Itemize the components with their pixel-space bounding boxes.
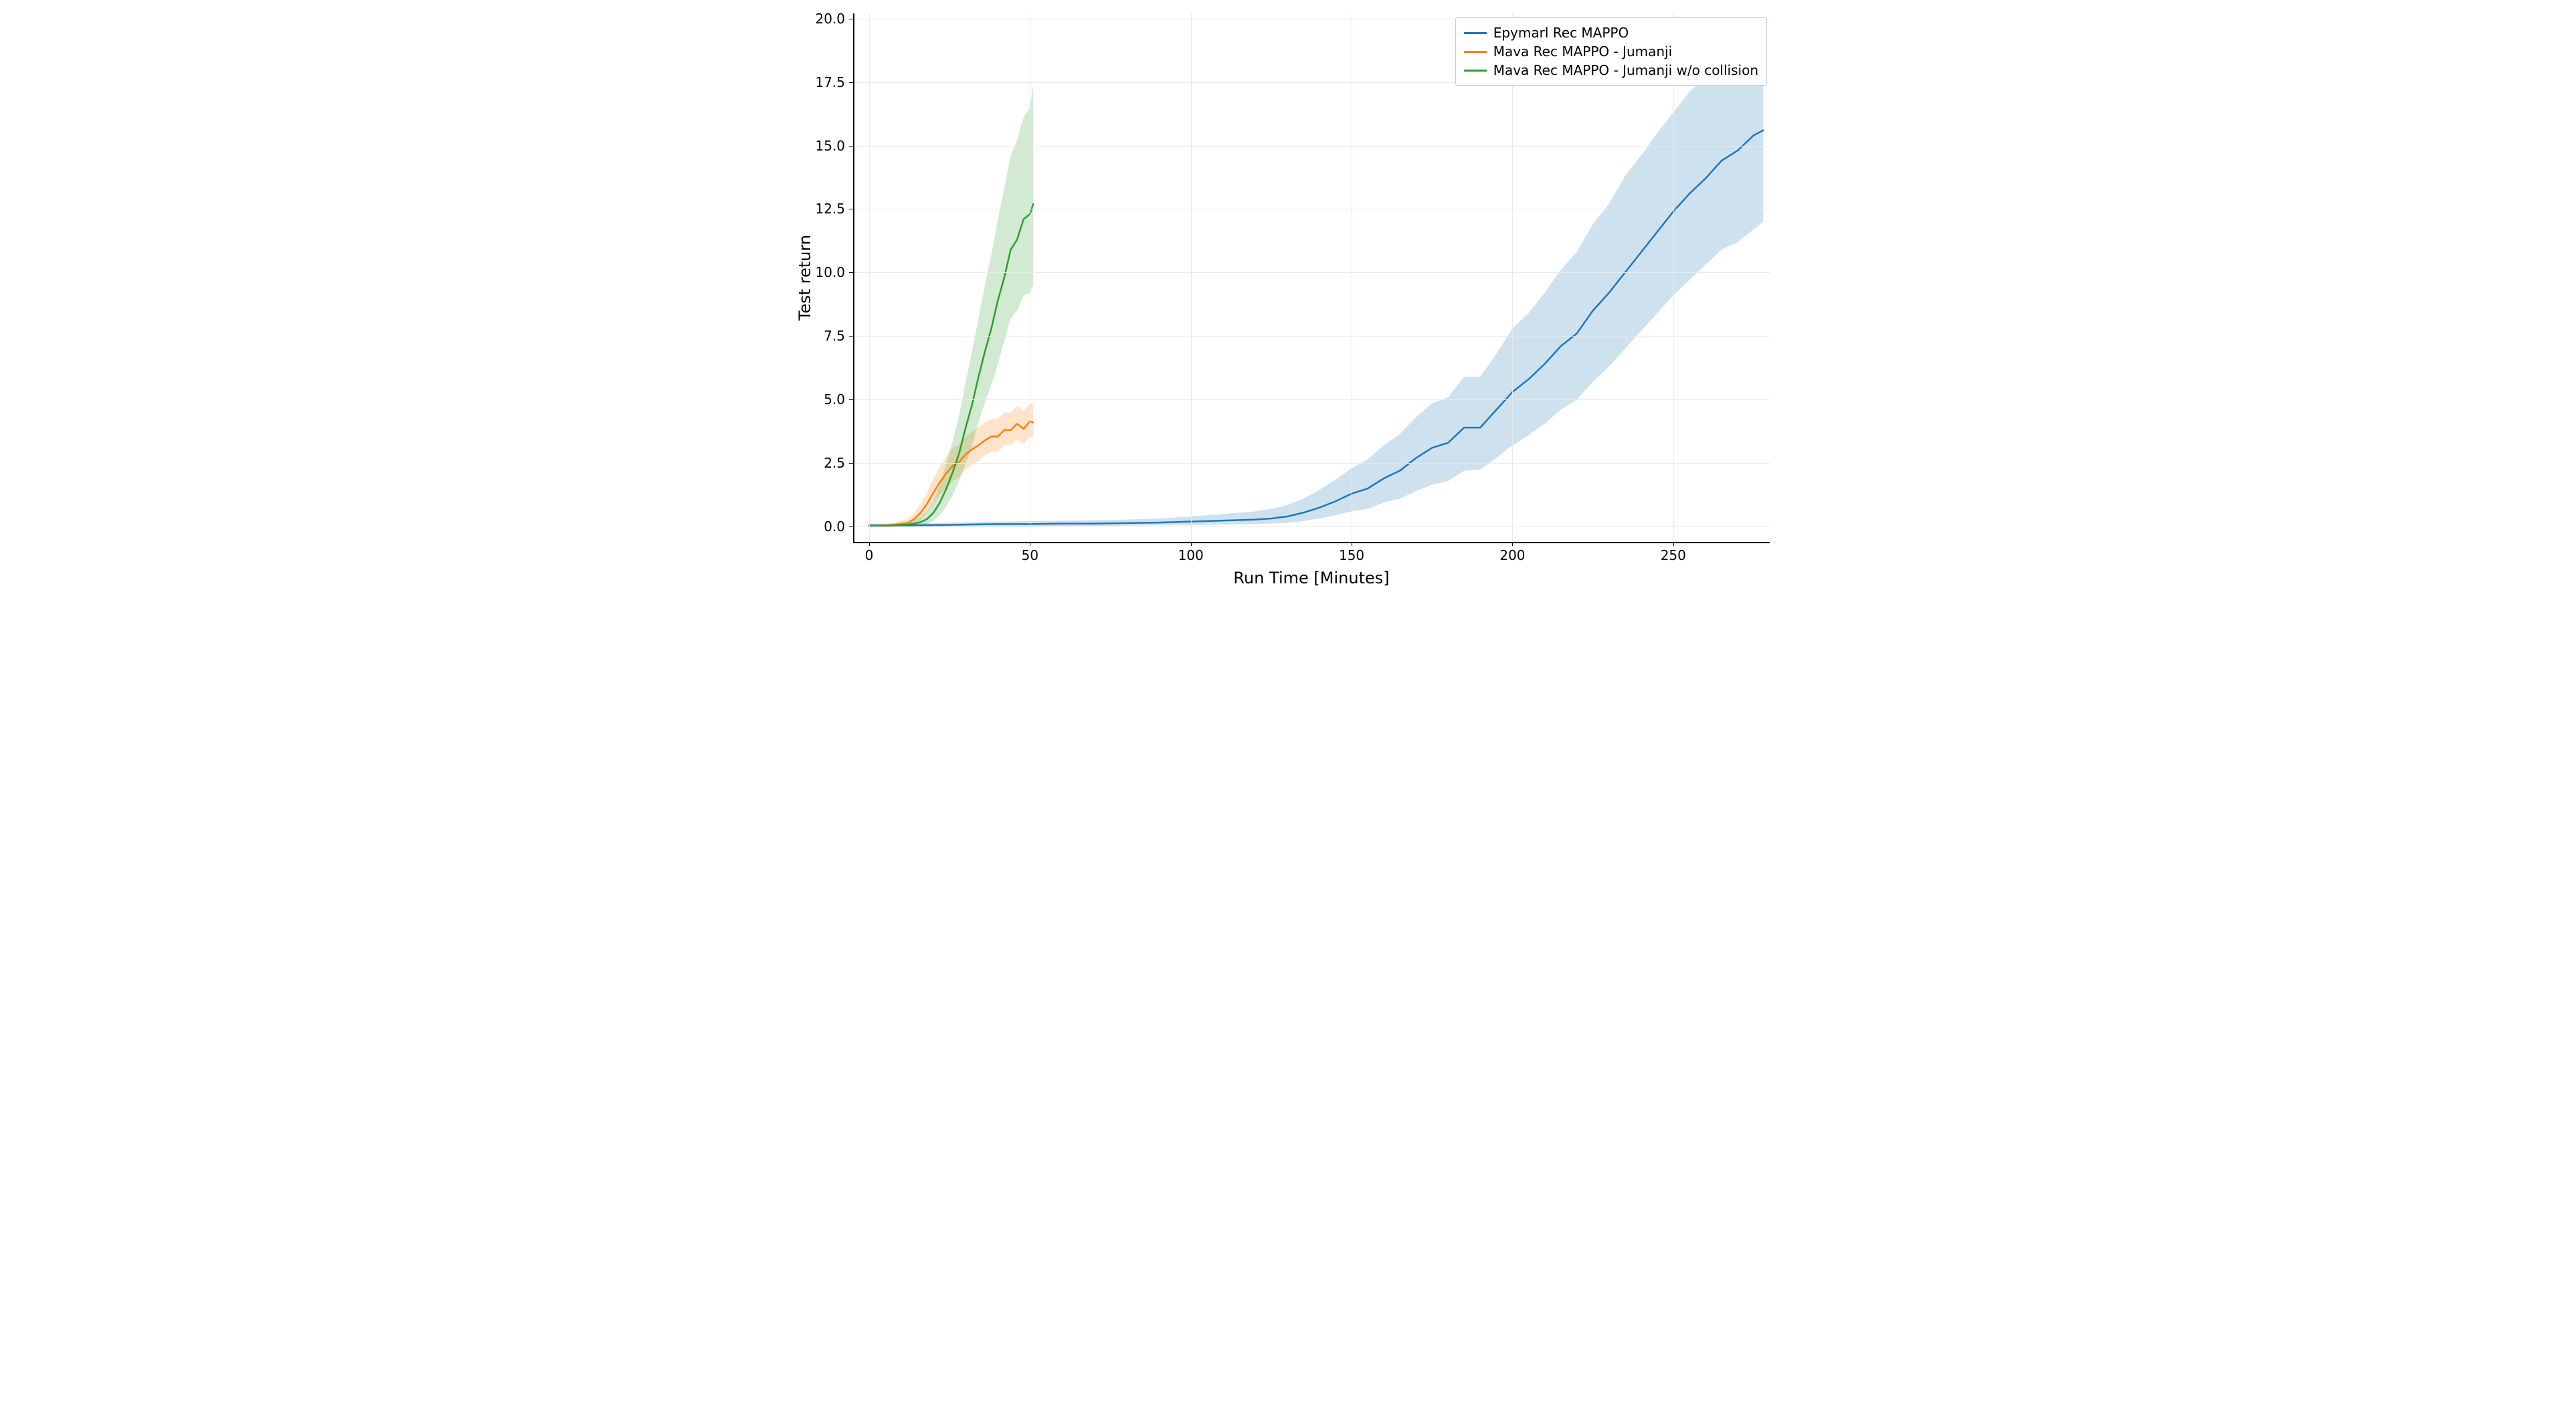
y-axis-label: Test return <box>796 235 814 320</box>
x-tick-label: 200 <box>1499 549 1525 562</box>
y-tick-label: 7.5 <box>824 329 845 343</box>
axis-spine-left <box>853 13 854 542</box>
x-axis-label: Run Time [Minutes] <box>1233 569 1389 587</box>
y-tick-label: 0.0 <box>824 520 845 533</box>
chart-figure: Run Time [Minutes] Test return Epymarl R… <box>786 0 1790 602</box>
y-tick-label: 2.5 <box>824 456 845 470</box>
legend-swatch <box>1464 70 1487 72</box>
series-band <box>869 84 1033 527</box>
legend-swatch <box>1464 32 1487 34</box>
x-tick-label: 100 <box>1178 549 1204 562</box>
legend-label: Mava Rec MAPPO - Jumanji w/o collision <box>1493 62 1758 78</box>
legend-label: Epymarl Rec MAPPO <box>1493 25 1629 41</box>
y-tick-label: 10.0 <box>815 266 845 279</box>
axis-spine-bottom <box>853 542 1770 543</box>
x-tick-label: 0 <box>865 549 874 562</box>
y-tick-label: 12.5 <box>815 202 845 215</box>
gridline-horizontal <box>853 463 1770 464</box>
y-tick-label: 15.0 <box>815 139 845 153</box>
legend-swatch <box>1464 51 1487 53</box>
legend-label: Mava Rec MAPPO - Jumanji <box>1493 43 1672 60</box>
y-tick-label: 20.0 <box>815 12 845 25</box>
legend: Epymarl Rec MAPPO Mava Rec MAPPO - Jumanj… <box>1455 17 1767 86</box>
legend-item: Mava Rec MAPPO - Jumanji <box>1464 42 1758 61</box>
y-tick-label: 5.0 <box>824 393 845 406</box>
x-tick-label: 150 <box>1339 549 1364 562</box>
gridline-horizontal <box>853 272 1770 273</box>
gridline-horizontal <box>853 336 1770 337</box>
plot-area <box>853 13 1770 542</box>
x-tick-label: 250 <box>1661 549 1686 562</box>
legend-item: Epymarl Rec MAPPO <box>1464 23 1758 42</box>
gridline-horizontal <box>853 399 1770 400</box>
gridline-horizontal <box>853 146 1770 147</box>
x-tick-label: 50 <box>1022 549 1038 562</box>
legend-item: Mava Rec MAPPO - Jumanji w/o collision <box>1464 61 1758 80</box>
y-tick-label: 17.5 <box>815 76 845 89</box>
